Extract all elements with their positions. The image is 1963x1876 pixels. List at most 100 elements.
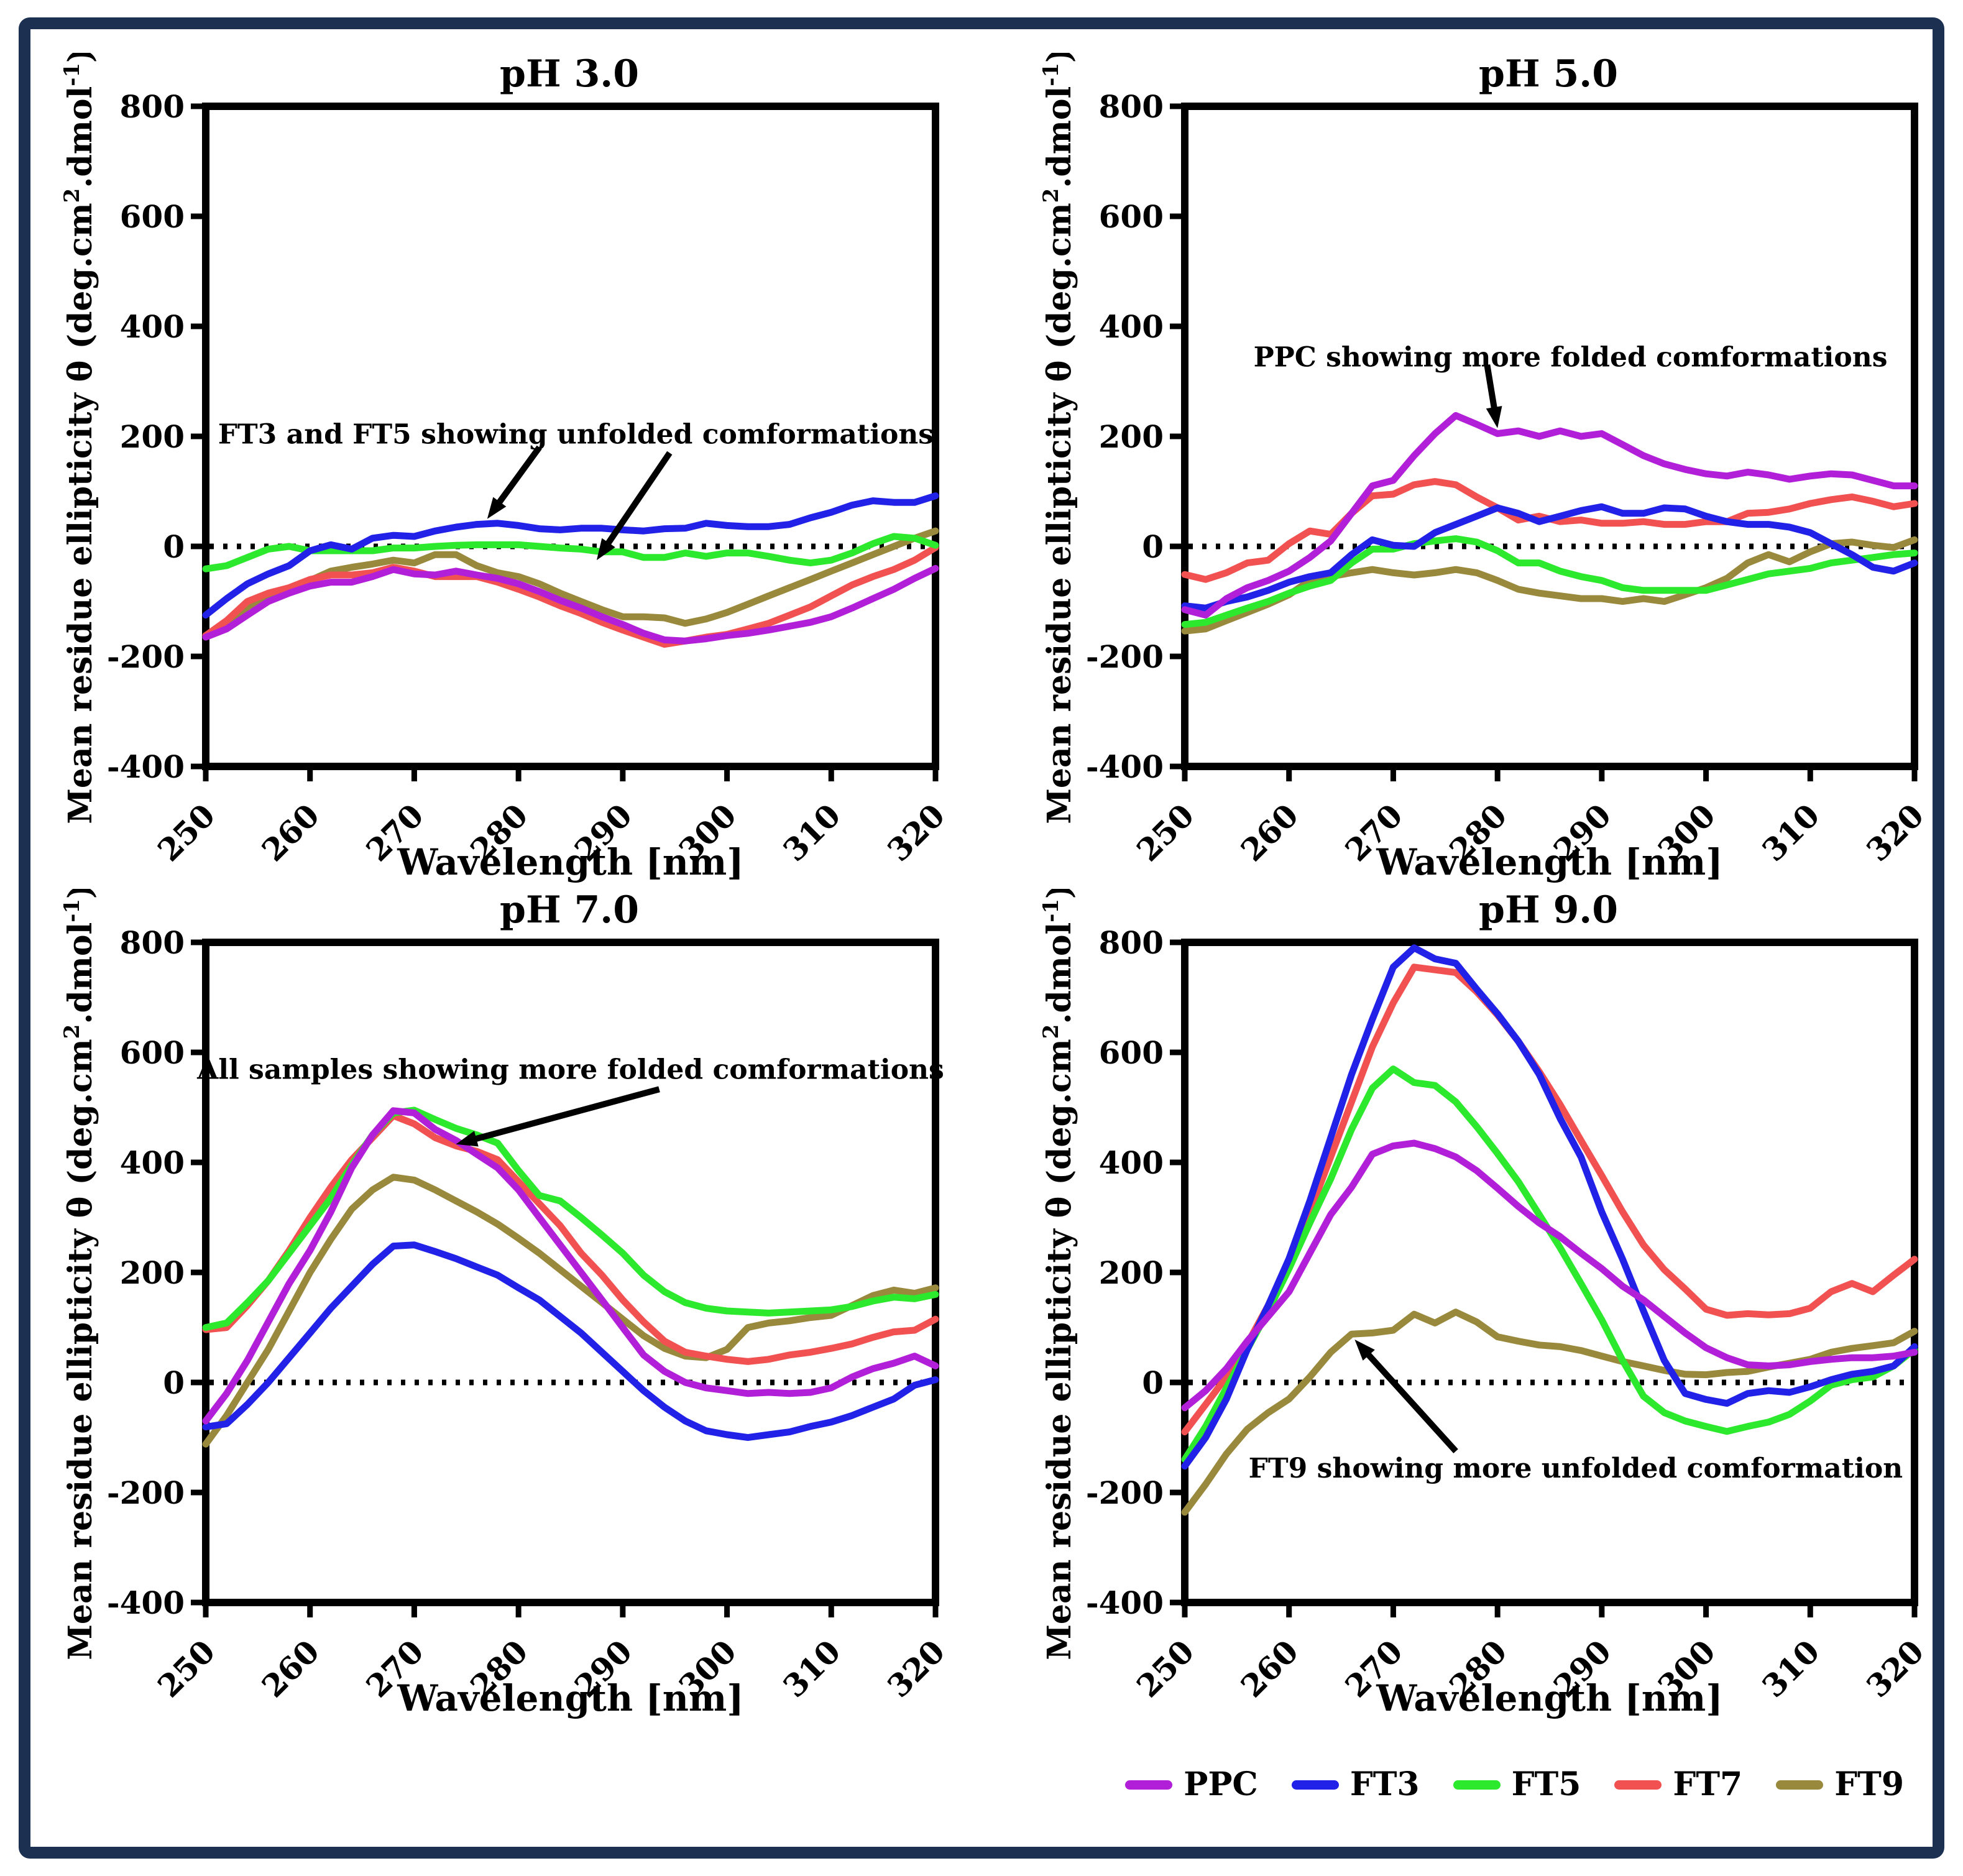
legend-swatch (1453, 1780, 1501, 1790)
series-line-FT5 (202, 533, 939, 572)
legend-label: FT5 (1511, 1765, 1581, 1803)
y-tick-label: -200 (107, 638, 185, 675)
y-tick-label: -400 (1086, 748, 1164, 785)
annotation-text: FT9 showing more unfolded comformation (1249, 1453, 1903, 1484)
series-line-FT5 (1181, 1065, 1918, 1463)
series-line-FT5 (1181, 535, 1918, 628)
legend-swatch (1776, 1780, 1824, 1790)
y-tick-label: 800 (1099, 88, 1164, 125)
legend-item-FT3: FT3 (1291, 1765, 1420, 1803)
chart-title: pH 3.0 (500, 53, 639, 96)
x-tick-label: 250 (1129, 1633, 1202, 1705)
y-tick-label: 400 (120, 1144, 185, 1181)
annotation-arrow-line (604, 451, 673, 547)
legend-label: FT7 (1673, 1765, 1743, 1803)
legend-swatch (1614, 1780, 1662, 1790)
y-tick-label: 800 (1099, 924, 1164, 961)
series-line-FT3 (1181, 944, 1918, 1470)
chart-panel-ph-3-0: pH 3.0 800 600 400 200 0 -200 -400 250 260 270 280 2… (59, 53, 979, 898)
y-tick-label: 800 (120, 88, 185, 125)
legend-item-PPC: PPC (1125, 1768, 1258, 1801)
x-tick-label: 260 (255, 1633, 327, 1705)
y-tick-label: -200 (1086, 638, 1164, 675)
annotation-text: All samples showing more folded comforma… (196, 1054, 944, 1086)
y-tick-label: 600 (1099, 1034, 1164, 1071)
annotation-arrowhead (1486, 406, 1502, 428)
x-tick-label: 260 (1234, 1633, 1306, 1705)
chart-title: pH 7.0 (500, 889, 639, 932)
legend-label: PPC (1184, 1765, 1258, 1803)
legend: PPC FT3 FT5 FT7 FT9 (1125, 1768, 1904, 1801)
y-axis-title: Mean residue ellipticity θ (deg.cm2.dmol… (60, 889, 99, 1660)
chart-panel-ph-5-0: pH 5.0 800 600 400 200 0 -200 -400 250 260 270 280 2… (1038, 53, 1958, 898)
annotation-arrowhead (596, 538, 615, 561)
series-line-FT7 (202, 1112, 939, 1365)
chart-panel-ph-9-0: pH 9.0 800 600 400 200 0 -200 -400 250 260 270 280 2… (1038, 889, 1958, 1734)
x-tick-label: 310 (776, 1633, 848, 1705)
annotation-arrowhead (456, 1131, 479, 1147)
annotation-arrow-line (1484, 364, 1498, 410)
series-line-PPC (202, 1107, 939, 1425)
chart-title: pH 5.0 (1479, 53, 1618, 96)
y-tick-label: -400 (107, 1584, 185, 1621)
chart-panel-ph-7-0: pH 7.0 800 600 400 200 0 -200 -400 250 260 270 280 2… (59, 889, 979, 1734)
x-tick-label: 320 (880, 1633, 952, 1705)
series-line-FT3 (1181, 503, 1918, 612)
y-tick-label: -400 (107, 748, 185, 785)
y-tick-label: 800 (120, 924, 185, 961)
legend-label: FT9 (1834, 1765, 1904, 1803)
x-tick-label: 320 (1859, 1633, 1931, 1705)
y-tick-label: -200 (1086, 1474, 1164, 1511)
x-tick-label: 320 (880, 797, 952, 869)
x-tick-label: 310 (1755, 797, 1827, 869)
y-tick-label: 600 (120, 1034, 185, 1071)
x-axis-title: Wavelength [nm] (397, 1677, 744, 1719)
x-tick-label: 250 (1129, 797, 1202, 869)
y-tick-label: -400 (1086, 1584, 1164, 1621)
x-axis-title: Wavelength [nm] (1376, 841, 1723, 883)
series-line-FT9 (1181, 536, 1918, 635)
y-tick-label: 0 (163, 528, 185, 565)
legend-item-FT7: FT7 (1614, 1768, 1742, 1801)
y-tick-label: 400 (1099, 1144, 1164, 1181)
legend-label: FT3 (1349, 1765, 1420, 1803)
y-tick-label: 0 (163, 1364, 185, 1401)
annotation-arrow-line (473, 1086, 660, 1143)
x-tick-label: 250 (150, 797, 223, 869)
plot-frame (202, 939, 939, 1606)
y-axis-title: Mean residue ellipticity θ (deg.cm2.dmol… (1039, 889, 1078, 1660)
annotation-arrowhead (487, 497, 507, 519)
series-line-PPC (202, 564, 939, 645)
x-tick-label: 260 (255, 797, 327, 869)
x-tick-label: 250 (150, 1633, 223, 1705)
annotation-text: PPC showing more folded comformations (1254, 342, 1888, 374)
y-axis-title: Mean residue ellipticity θ (deg.cm2.dmol… (60, 53, 99, 824)
x-tick-label: 320 (1859, 797, 1931, 869)
y-tick-label: 400 (120, 308, 185, 345)
annotation-arrowhead (1354, 1339, 1375, 1361)
plot-frame (1181, 939, 1918, 1606)
annotation-arrow-line (495, 445, 542, 506)
x-tick-label: 310 (1755, 1633, 1827, 1705)
series-line-PPC (1181, 412, 1918, 619)
y-tick-label: 400 (1099, 308, 1164, 345)
series-line-PPC (1181, 1139, 1918, 1412)
y-tick-label: 600 (1099, 198, 1164, 235)
chart-title: pH 9.0 (1479, 889, 1618, 932)
x-tick-label: 260 (1234, 797, 1306, 869)
series-line-FT7 (202, 544, 939, 648)
legend-item-FT5: FT5 (1453, 1768, 1581, 1801)
x-axis-title: Wavelength [nm] (397, 841, 744, 883)
series-line-FT9 (202, 1174, 939, 1448)
x-tick-label: 310 (776, 797, 848, 869)
y-tick-label: 200 (1099, 1254, 1164, 1291)
legend-swatch (1291, 1780, 1339, 1790)
legend-swatch (1125, 1780, 1173, 1790)
y-tick-label: 200 (1099, 418, 1164, 455)
y-tick-label: 200 (120, 1254, 185, 1291)
series-line-FT3 (202, 492, 939, 619)
